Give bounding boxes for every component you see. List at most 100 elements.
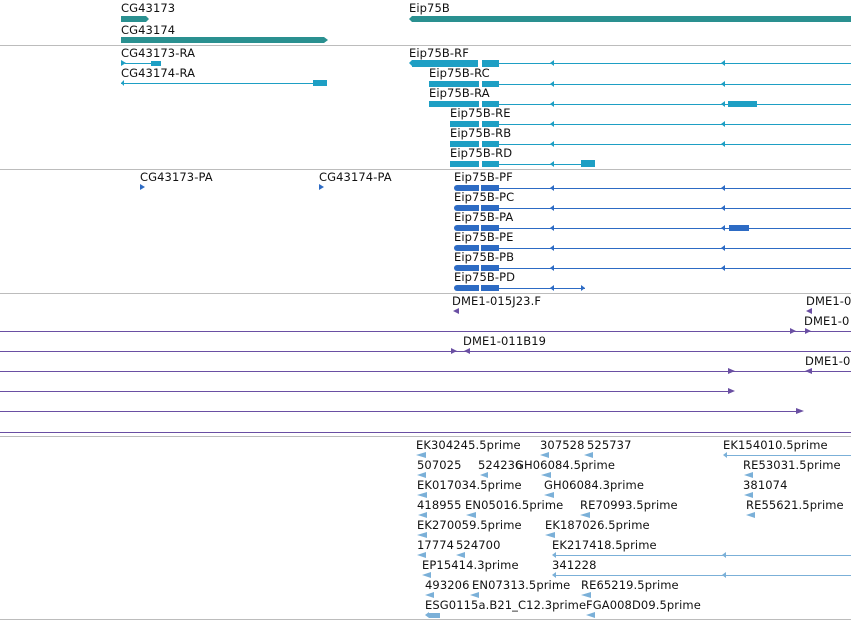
strand-arrow-icon[interactable] <box>744 492 753 498</box>
intron-line <box>499 104 851 105</box>
strand-arrow-icon[interactable] <box>417 532 427 538</box>
strand-arrow-icon[interactable] <box>418 512 427 518</box>
strand-arrow-icon[interactable] <box>544 492 554 498</box>
strand-arrow-icon <box>550 285 554 291</box>
strand-arrow-icon <box>550 81 554 87</box>
strand-arrow-icon <box>721 245 725 251</box>
strand-arrow-icon[interactable] <box>416 452 426 458</box>
clone-label: DME1-0 <box>805 354 851 368</box>
clone-line[interactable] <box>0 432 851 433</box>
strand-arrow-icon[interactable] <box>541 472 551 478</box>
transcript-label: Eip75B-RA <box>429 86 490 100</box>
gene-feature[interactable] <box>121 37 328 43</box>
est-label: 418955 <box>417 498 462 512</box>
transcript-feature[interactable] <box>409 60 851 67</box>
clone-feature[interactable] <box>0 408 805 415</box>
est-feature[interactable] <box>723 452 851 459</box>
exon-block <box>450 141 479 147</box>
strand-arrow-icon <box>805 368 812 374</box>
exon-block <box>728 101 757 107</box>
strand-arrow-icon[interactable] <box>453 308 459 314</box>
clone-feature[interactable] <box>0 368 851 375</box>
est-line <box>554 575 851 576</box>
clone-label: DME1-0 <box>806 294 851 308</box>
strand-arrow-icon <box>728 368 735 374</box>
exon-block <box>450 121 479 127</box>
strand-arrow-icon <box>324 37 328 43</box>
strand-arrow-icon[interactable] <box>540 452 549 458</box>
strand-arrow-icon[interactable] <box>417 472 426 478</box>
est-label: GH06084.3prime <box>544 478 645 492</box>
strand-arrow-icon[interactable] <box>417 552 426 558</box>
transcript-feature[interactable] <box>429 80 851 87</box>
strand-arrow-icon <box>790 328 796 334</box>
clone-feature[interactable] <box>0 388 736 395</box>
est-label: EN05016.5prime <box>465 498 564 512</box>
clone-feature[interactable] <box>0 348 851 355</box>
gene-feature[interactable] <box>409 16 851 22</box>
track-separator <box>0 169 851 170</box>
transcript-feature[interactable] <box>450 160 595 167</box>
est-label: 341228 <box>552 558 597 572</box>
strand-arrow-icon[interactable] <box>422 572 431 578</box>
track-separator <box>0 45 851 46</box>
strand-arrow-icon[interactable] <box>456 552 465 558</box>
strand-arrow-icon[interactable] <box>581 592 591 598</box>
strand-arrow-icon[interactable] <box>746 512 755 518</box>
strand-arrow-icon <box>721 185 725 191</box>
strand-arrow-icon[interactable] <box>545 532 555 538</box>
strand-arrow-icon[interactable] <box>140 184 145 190</box>
intron-line <box>499 164 581 165</box>
est-label: 507025 <box>417 458 462 472</box>
exon-block <box>482 161 499 167</box>
transcript-label: CG43173-RA <box>121 46 196 60</box>
strand-arrow-icon <box>464 348 470 354</box>
intron-line <box>499 188 851 189</box>
gene-feature[interactable] <box>121 16 149 22</box>
est-line <box>554 555 851 556</box>
protein-feature[interactable] <box>454 224 851 231</box>
clone-feature[interactable] <box>0 328 851 335</box>
protein-feature[interactable] <box>454 184 851 191</box>
strand-arrow-icon[interactable] <box>425 592 434 598</box>
strand-arrow-icon[interactable] <box>806 308 812 314</box>
clone-line <box>0 331 851 332</box>
protein-feature[interactable] <box>454 284 585 291</box>
transcript-label: Eip75B-RC <box>429 66 490 80</box>
protein-feature[interactable] <box>454 204 851 211</box>
transcript-feature[interactable] <box>450 120 851 127</box>
strand-arrow-icon[interactable] <box>584 452 593 458</box>
strand-arrow-icon[interactable] <box>417 492 427 498</box>
est-label: RE65219.5prime <box>581 578 679 592</box>
strand-arrow-icon <box>721 121 725 127</box>
est-feature[interactable] <box>552 552 851 559</box>
est-track: EK304245.5prime 307528 525737 EK154010.5… <box>0 437 851 621</box>
protein-feature[interactable] <box>454 244 851 251</box>
strand-arrow-icon[interactable] <box>586 612 595 618</box>
protein-feature[interactable] <box>454 264 851 271</box>
strand-arrow-icon <box>146 16 149 22</box>
transcript-feature[interactable] <box>121 60 161 67</box>
transcript-feature[interactable] <box>450 140 851 147</box>
transcript-feature[interactable] <box>429 100 851 107</box>
strand-arrow-icon[interactable] <box>480 472 488 478</box>
clone-line <box>0 351 851 352</box>
strand-arrow-icon[interactable] <box>470 592 479 598</box>
est-label: 524236 <box>478 458 523 472</box>
est-feature[interactable] <box>552 572 851 579</box>
strand-arrow-icon[interactable] <box>580 512 590 518</box>
exon-block <box>482 101 499 107</box>
exon-block <box>450 161 479 167</box>
track-separator <box>0 293 851 294</box>
exon-block <box>482 81 499 87</box>
strand-arrow-icon[interactable] <box>466 512 476 518</box>
est-feature[interactable] <box>425 612 440 619</box>
transcript-feature[interactable] <box>121 80 327 87</box>
cds-block <box>454 285 479 291</box>
clone-label: DME1-011B19 <box>463 334 547 348</box>
strand-arrow-icon[interactable] <box>319 184 324 190</box>
intron-line <box>499 144 851 145</box>
strand-arrow-icon[interactable] <box>744 472 753 478</box>
protein-label: CG43173-PA <box>140 170 213 184</box>
